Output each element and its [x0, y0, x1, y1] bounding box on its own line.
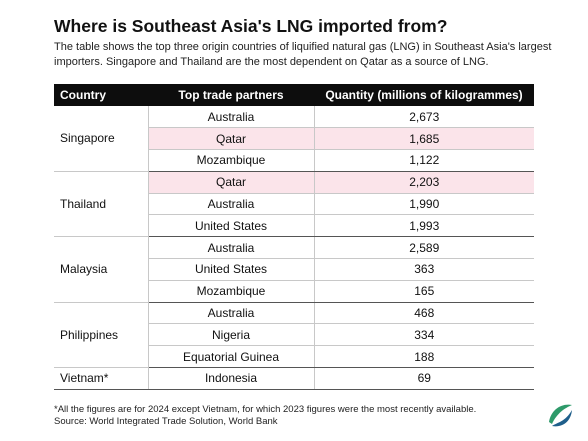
header-quantity: Quantity (millions of kilogrammes) — [314, 84, 534, 106]
partner-cell: Australia — [148, 193, 315, 216]
table-row: Malaysia Australia 2,589 — [54, 236, 534, 303]
country-cell: Malaysia — [54, 236, 149, 303]
footnote-source: Source: World Integrated Trade Solution,… — [54, 416, 278, 427]
partner-cell: Equatorial Guinea — [148, 345, 315, 369]
table-row: Nigeria 334 — [54, 323, 534, 347]
table-header: Country Top trade partners Quantity (mil… — [54, 84, 534, 106]
partner-cell: United States — [148, 258, 315, 281]
table-row: Australia 1,990 — [54, 193, 534, 216]
quantity-cell: 1,993 — [314, 214, 534, 238]
table-row: Mozambique 1,122 — [54, 149, 534, 172]
partner-cell: Indonesia — [148, 367, 315, 390]
table-row: Thailand Qatar 2,203 — [54, 171, 534, 238]
quantity-cell: 2,673 — [314, 106, 534, 129]
quantity-cell: 1,990 — [314, 193, 534, 216]
partner-cell: Mozambique — [148, 149, 315, 172]
quantity-cell: 468 — [314, 302, 534, 325]
country-cell: Vietnam* — [54, 367, 149, 390]
partner-cell: Nigeria — [148, 323, 315, 347]
country-cell: Thailand — [54, 171, 149, 238]
quantity-cell: 188 — [314, 345, 534, 369]
leaf-swirl-logo-icon — [549, 404, 572, 427]
table-body: Singapore Australia 2,673 Qatar 1,685 Mozambi… — [54, 106, 534, 390]
quantity-cell: 165 — [314, 280, 534, 303]
partner-cell: Qatar — [148, 127, 315, 151]
quantity-cell: 363 — [314, 258, 534, 281]
partner-cell: Australia — [148, 236, 315, 260]
table-row: Mozambique 165 — [54, 280, 534, 303]
quantity-cell: 69 — [314, 367, 534, 390]
page-title: Where is Southeast Asia's LNG imported f… — [54, 16, 448, 36]
table-row: Singapore Australia 2,673 — [54, 106, 534, 172]
table-row: Vietnam* Indonesia 69 — [54, 367, 534, 390]
page-subtitle: The table shows the top three origin cou… — [54, 41, 552, 68]
partner-cell: Qatar — [148, 171, 315, 194]
table-row: Philippines Australia 468 — [54, 302, 534, 369]
partner-cell: Australia — [148, 106, 315, 129]
footnote: *All the figures are for 2024 except Vie… — [54, 404, 476, 428]
partner-cell: United States — [148, 214, 315, 238]
header-trade-partners: Top trade partners — [148, 84, 314, 106]
lng-import-table: Country Top trade partners Quantity (mil… — [54, 84, 534, 390]
header-row: Country Top trade partners Quantity (mil… — [54, 84, 534, 106]
partner-cell: Mozambique — [148, 280, 315, 303]
country-cell: Philippines — [54, 302, 149, 369]
quantity-cell: 1,685 — [314, 127, 534, 151]
quantity-cell: 2,203 — [314, 171, 534, 194]
footnote-note: *All the figures are for 2024 except Vie… — [54, 404, 477, 415]
quantity-cell: 334 — [314, 323, 534, 347]
partner-cell: Australia — [148, 302, 315, 325]
table-row: Equatorial Guinea 188 — [54, 345, 534, 369]
table-row: United States 1,993 — [54, 214, 534, 238]
country-cell: Singapore — [54, 106, 149, 172]
table-row: Qatar 1,685 — [54, 127, 534, 151]
header-country: Country — [54, 84, 148, 106]
quantity-cell: 1,122 — [314, 149, 534, 172]
table-row: United States 363 — [54, 258, 534, 281]
quantity-cell: 2,589 — [314, 236, 534, 260]
